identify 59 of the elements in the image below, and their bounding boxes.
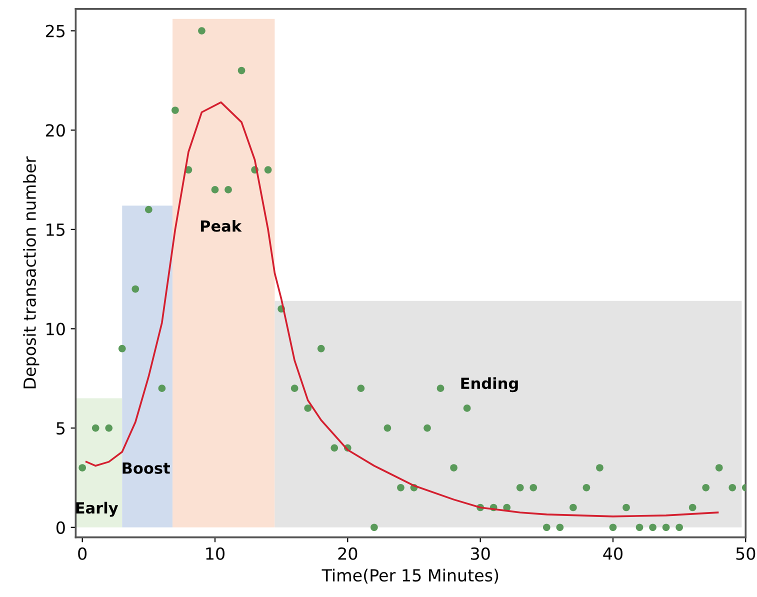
point <box>92 424 100 432</box>
point <box>688 504 696 512</box>
point <box>105 424 113 432</box>
annotation: Boost <box>122 462 170 474</box>
point <box>530 484 538 492</box>
point <box>211 186 219 194</box>
point <box>609 524 617 532</box>
x-tick-label: 50 <box>736 547 756 560</box>
point <box>158 384 166 392</box>
point <box>78 464 86 472</box>
y-tick-label: 5 <box>56 422 65 435</box>
point <box>715 464 723 472</box>
point <box>118 344 126 352</box>
x-tick-label: 40 <box>603 547 622 560</box>
point <box>728 484 736 492</box>
point <box>144 206 152 214</box>
annotation: Peak <box>200 220 242 232</box>
point <box>676 524 683 532</box>
point <box>290 384 298 392</box>
point <box>384 424 392 432</box>
y-tick-label: 10 <box>46 322 65 336</box>
point <box>596 464 604 472</box>
point <box>224 186 232 194</box>
point <box>636 524 644 532</box>
point <box>357 384 365 392</box>
annotation: Ending <box>461 377 518 392</box>
y-tick-label: 20 <box>46 124 65 137</box>
point <box>649 524 656 532</box>
point <box>424 424 431 432</box>
point <box>172 106 179 114</box>
point <box>436 384 444 392</box>
point <box>556 524 564 532</box>
point <box>570 504 577 512</box>
point <box>622 504 630 512</box>
point <box>132 285 140 293</box>
point <box>238 66 246 74</box>
point <box>450 464 458 472</box>
point <box>264 166 272 174</box>
point <box>662 524 670 532</box>
x-tick-label: 30 <box>470 547 490 560</box>
x-axis-title: Time(Per 15 Minutes) <box>322 568 498 584</box>
y-tick-label: 25 <box>46 24 65 38</box>
point <box>370 524 378 532</box>
x-tick-label: 20 <box>338 547 358 560</box>
point <box>304 404 312 412</box>
point <box>317 344 325 352</box>
point <box>542 524 550 532</box>
x-tick-label: 10 <box>206 547 224 560</box>
point <box>198 27 206 34</box>
y-tick-label: 15 <box>46 224 65 236</box>
point <box>463 404 471 412</box>
point <box>516 484 524 492</box>
point <box>397 484 404 492</box>
point <box>702 484 710 492</box>
point <box>330 444 338 452</box>
y-axis-title: Deposit transaction number <box>23 156 40 388</box>
y-tick-label: 0 <box>56 521 65 534</box>
point <box>582 484 590 492</box>
x-tick-label: 0 <box>78 547 87 560</box>
